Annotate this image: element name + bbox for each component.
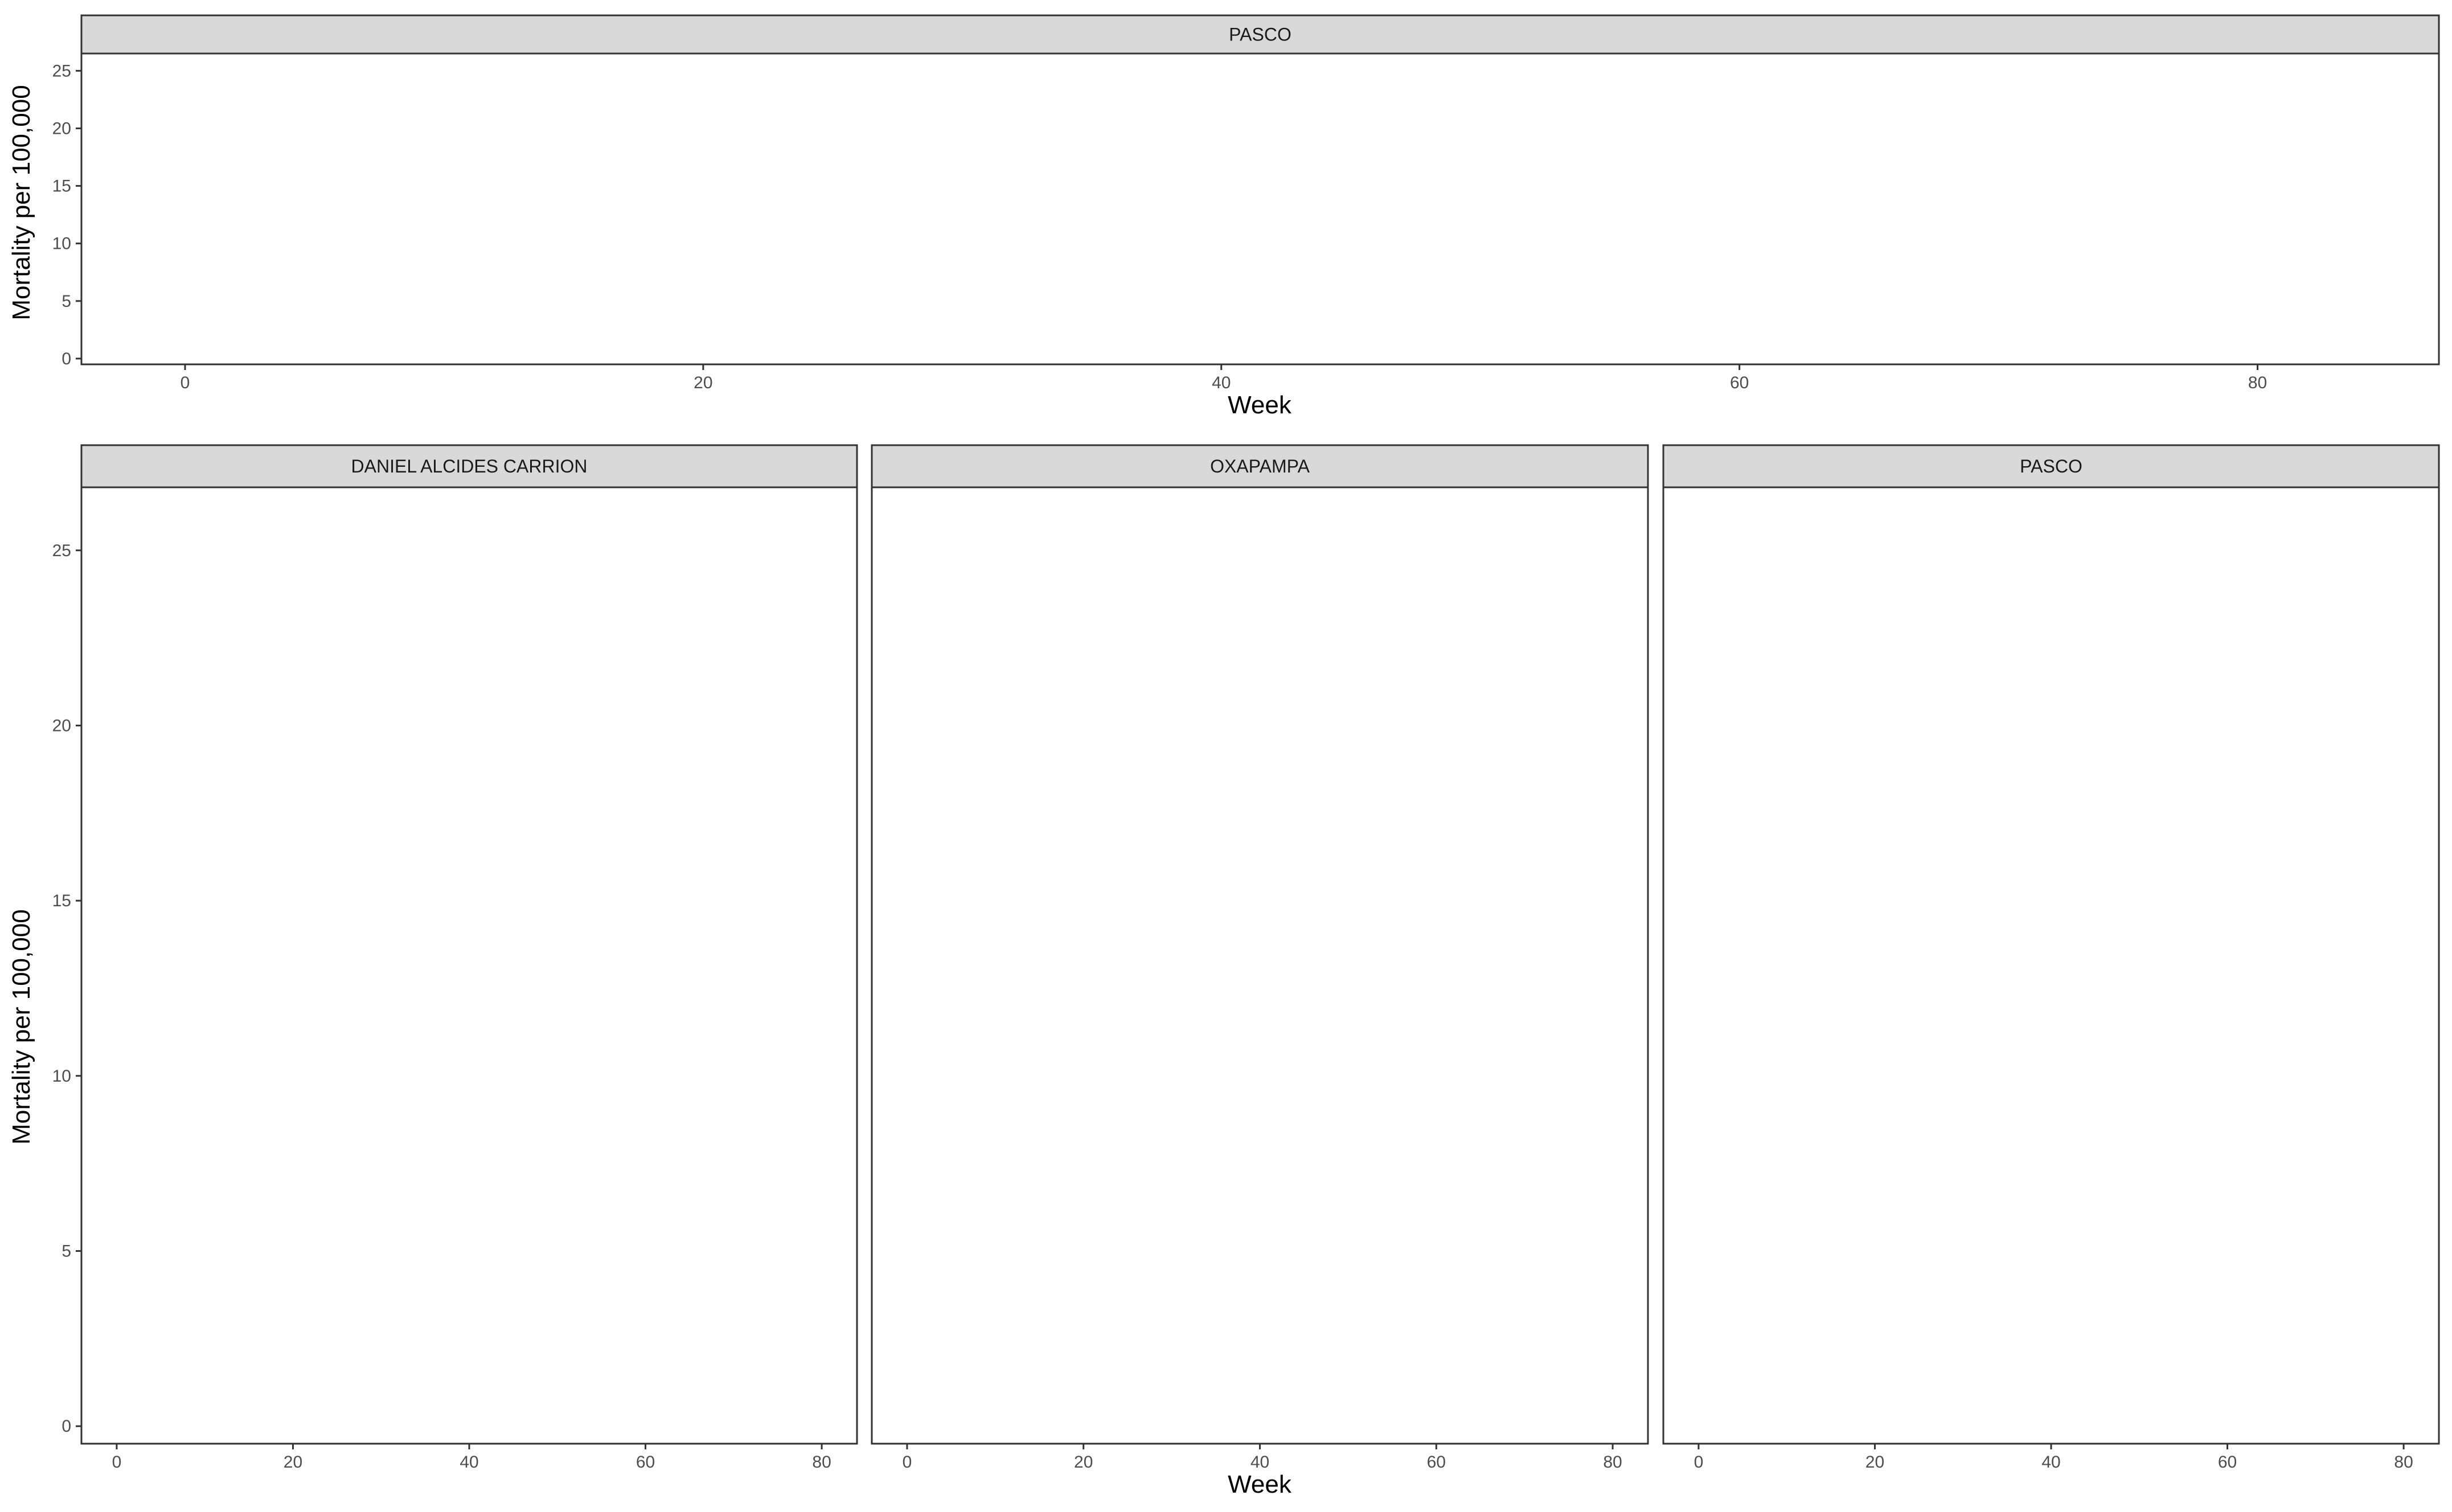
y-tick-label: 15 [52, 891, 71, 910]
x-tick-label: 0 [1694, 1453, 1704, 1472]
panel-border [80, 486, 858, 1445]
facet-panel-2: DANIEL ALCIDES CARRION 0 20 40 60 80 0 5 10 15 20 2… [52, 444, 858, 1472]
y-tick-label: 15 [52, 177, 71, 196]
y-tick-label: 20 [52, 716, 71, 735]
panel-border [1662, 486, 2440, 1445]
x-tick-label: 80 [812, 1453, 831, 1472]
x-tick-label: 40 [2041, 1453, 2060, 1472]
x-tick-label: 80 [2394, 1453, 2413, 1472]
y-tick-label: 0 [61, 350, 71, 368]
facet-strip [80, 444, 858, 488]
facet-panel-1: PASCO 0 20 40 60 80 0 5 10 15 20 25 [52, 14, 2440, 392]
x-tick-label: 80 [2248, 373, 2267, 392]
facet-strip-label: PASCO [2020, 456, 2082, 476]
x-tick-label: 40 [460, 1453, 478, 1472]
x-tick-label: 20 [1865, 1453, 1884, 1472]
y-tick-label: 25 [52, 61, 71, 80]
facet-strip [1662, 444, 2440, 488]
x-tick-label: 80 [1603, 1453, 1622, 1472]
panel-border [871, 486, 1649, 1445]
y-tick-label: 10 [52, 1067, 71, 1086]
y-tick-label: 25 [52, 541, 71, 560]
y-tick-label: 20 [52, 119, 71, 138]
bottom-x-axis-title: Week [1228, 1470, 1292, 1498]
x-tick-label: 40 [1250, 1453, 1269, 1472]
panel-border [80, 52, 2440, 365]
facet-strip [871, 444, 1649, 488]
x-tick-label: 40 [1212, 373, 1231, 392]
facet-strip-label: PASCO [1229, 24, 1291, 45]
facet-strip-label: OXAPAMPA [1210, 456, 1310, 476]
top-x-axis-title: Week [1228, 391, 1292, 419]
x-tick-label: 60 [636, 1453, 655, 1472]
x-tick-label: 0 [112, 1453, 122, 1472]
bottom-y-axis-title: Mortality per 100,000 [7, 909, 35, 1144]
x-tick-label: 60 [2218, 1453, 2237, 1472]
facet-panel-4: PASCO 0 20 40 60 80 [1662, 444, 2440, 1472]
x-tick-label: 60 [1427, 1453, 1446, 1472]
y-tick-label: 10 [52, 235, 71, 253]
facet-panel-3: OXAPAMPA 0 20 40 60 80 [871, 444, 1649, 1472]
x-tick-label: 0 [181, 373, 190, 392]
x-tick-label: 20 [284, 1453, 302, 1472]
x-tick-label: 60 [1730, 373, 1749, 392]
y-tick-label: 5 [61, 292, 71, 311]
x-tick-label: 0 [903, 1453, 912, 1472]
y-tick-label: 0 [61, 1417, 71, 1436]
facet-strip-label: DANIEL ALCIDES CARRION [351, 456, 588, 476]
x-tick-label: 20 [1074, 1453, 1093, 1472]
facet-strip [80, 14, 2440, 55]
x-tick-label: 20 [694, 373, 712, 392]
y-tick-label: 5 [61, 1242, 71, 1261]
top-y-axis-title: Mortality per 100,000 [7, 85, 35, 320]
